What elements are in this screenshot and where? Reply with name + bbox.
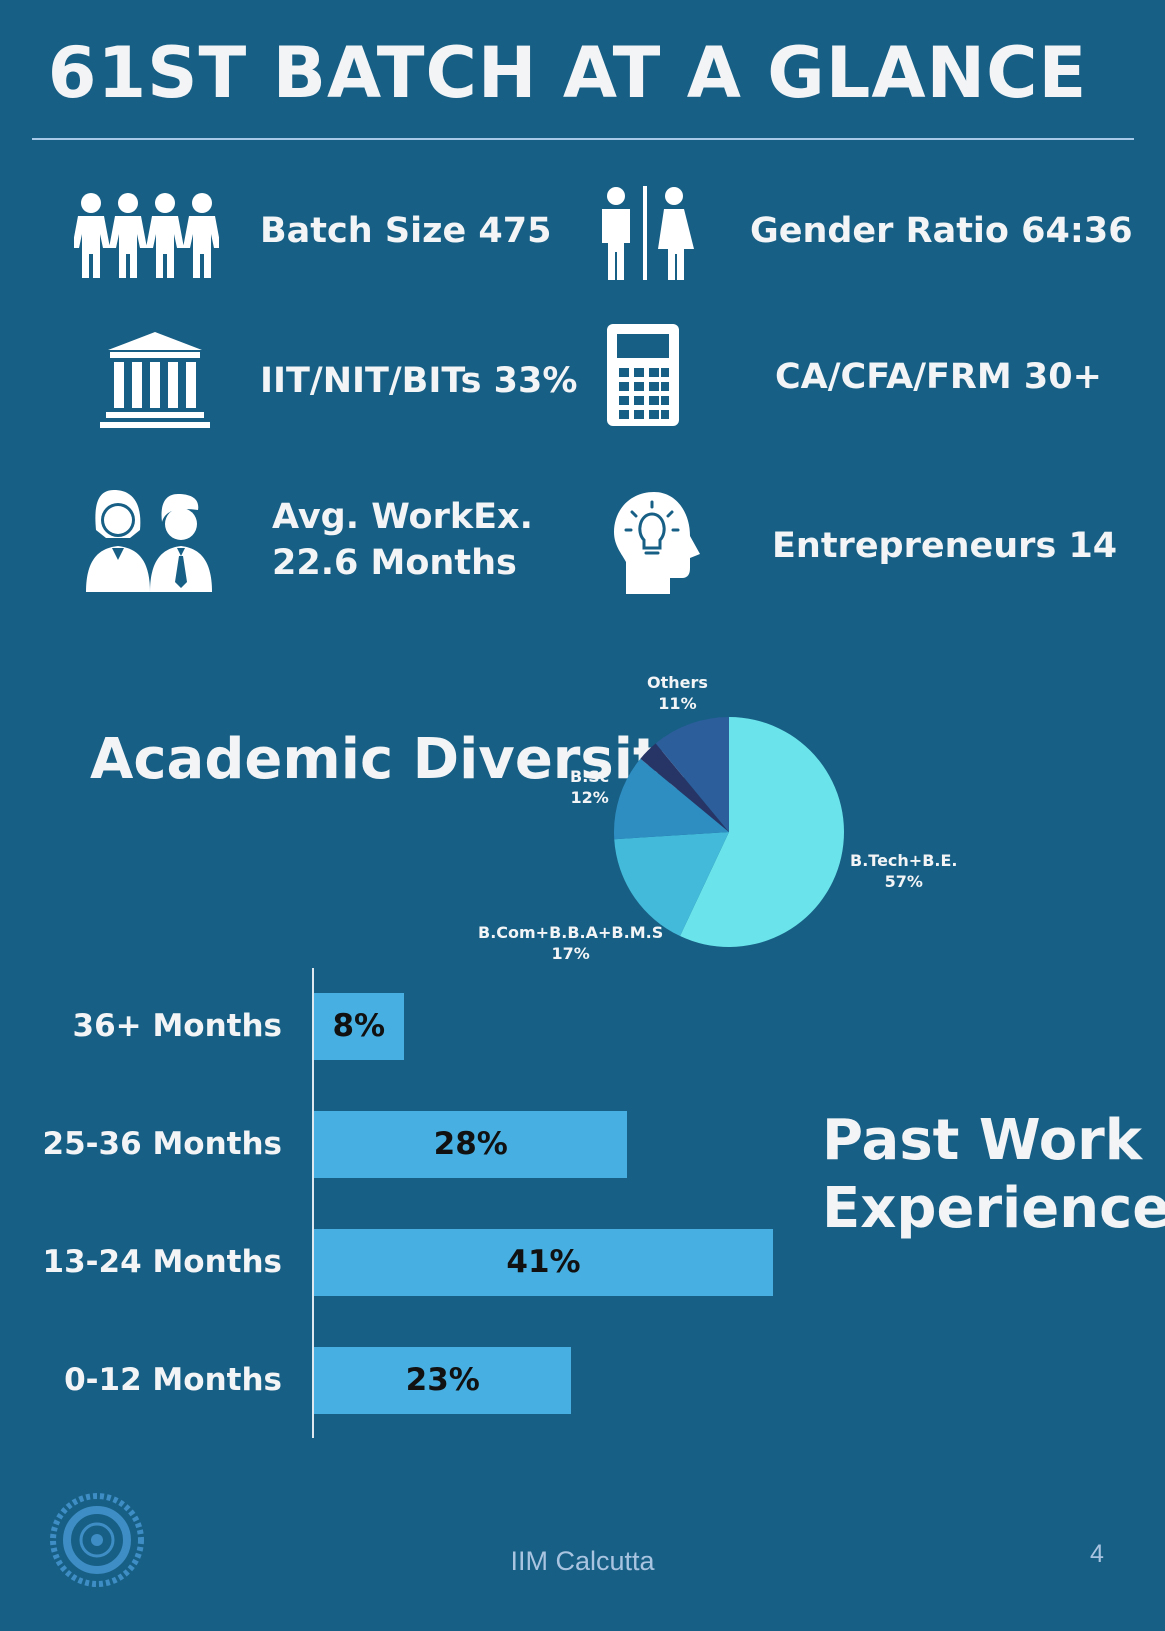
pie-label-bcom-value: 17% [551, 944, 590, 963]
bar-36-months [314, 993, 404, 1060]
iim-calcutta-logo [38, 1488, 156, 1602]
ca-cfa-frm-stat: CA/CFA/FRM 30+ [775, 357, 1102, 397]
pie-label-others-value: 11% [658, 694, 697, 713]
academic-diversity-title: Academic Diversity [90, 727, 697, 792]
bar-value-25-36-months: 28% [433, 1126, 508, 1162]
pie-label-btech: B.Tech+B.E. 57% [850, 850, 957, 892]
pie-label-btech-name: B.Tech+B.E. [850, 851, 958, 870]
bar-0-12-months [314, 1347, 572, 1414]
pie-slice-others [655, 717, 729, 832]
pie-slice-b-tech-b-e- [680, 717, 844, 947]
avg-workex-stat: Avg. WorkEx. 22.6 Months [272, 494, 533, 586]
bar-13-24-months [314, 1229, 773, 1296]
pie-label-others: Others 11% [647, 672, 708, 714]
bar-category-25-36-months: 25-36 Months [42, 1126, 283, 1162]
batch-size-stat: Batch Size 475 [260, 211, 552, 251]
bar-25-36-months [314, 1111, 628, 1178]
past-work-experience-title: Past Work Experience [822, 1108, 1165, 1241]
bar-category-13-24-months: 13-24 Months [42, 1244, 283, 1280]
bar-value-13-24-months: 41% [506, 1244, 581, 1280]
institution-building-icon [100, 330, 210, 430]
bar-chart-axis [312, 968, 314, 1438]
academic-diversity-pie-chart [614, 717, 844, 947]
pie-label-others-name: Others [647, 673, 708, 692]
pie-label-btech-value: 57% [884, 872, 923, 891]
avg-workex-label: Avg. WorkEx. [272, 497, 533, 537]
iit-nit-bits-stat: IIT/NIT/BITs 33% [260, 361, 578, 401]
bar-value-0-12-months: 23% [405, 1362, 480, 1398]
pie-slice-b-sc [614, 758, 729, 840]
entrepreneurs-stat: Entrepreneurs 14 [772, 526, 1118, 566]
footer-text: IIM Calcutta [510, 1546, 655, 1576]
lightbulb-head-icon [610, 490, 702, 596]
bar-category-0-12-months: 0-12 Months [64, 1362, 282, 1398]
group-people-icon [74, 192, 219, 278]
professionals-icon [86, 486, 234, 592]
pie-slice-unlabeled [640, 743, 729, 832]
pie-label-bsc-name: B.Sc [570, 767, 610, 786]
avg-workex-value: 22.6 Months [272, 543, 517, 583]
gender-ratio-stat: Gender Ratio 64:36 [750, 211, 1133, 251]
bar-value-36-months: 8% [332, 1008, 386, 1044]
pie-label-bcom-name: B.Com+B.B.A+B.M.S [478, 923, 664, 942]
pie-label-bsc-value: 12% [570, 788, 609, 807]
title-divider [32, 138, 1134, 140]
pie-slice-b-com-b-b-a-b-m-s [614, 832, 729, 937]
calculator-icon [607, 324, 679, 426]
bar-category-36-months: 36+ Months [72, 1008, 282, 1044]
pie-label-bcom: B.Com+B.B.A+B.M.S 17% [478, 922, 663, 964]
page-title: 61ST BATCH AT A GLANCE [47, 32, 1088, 114]
page-number: 4 [1090, 1540, 1104, 1568]
pie-label-bsc: B.Sc 12% [570, 766, 609, 808]
man-woman-icon [596, 186, 696, 280]
